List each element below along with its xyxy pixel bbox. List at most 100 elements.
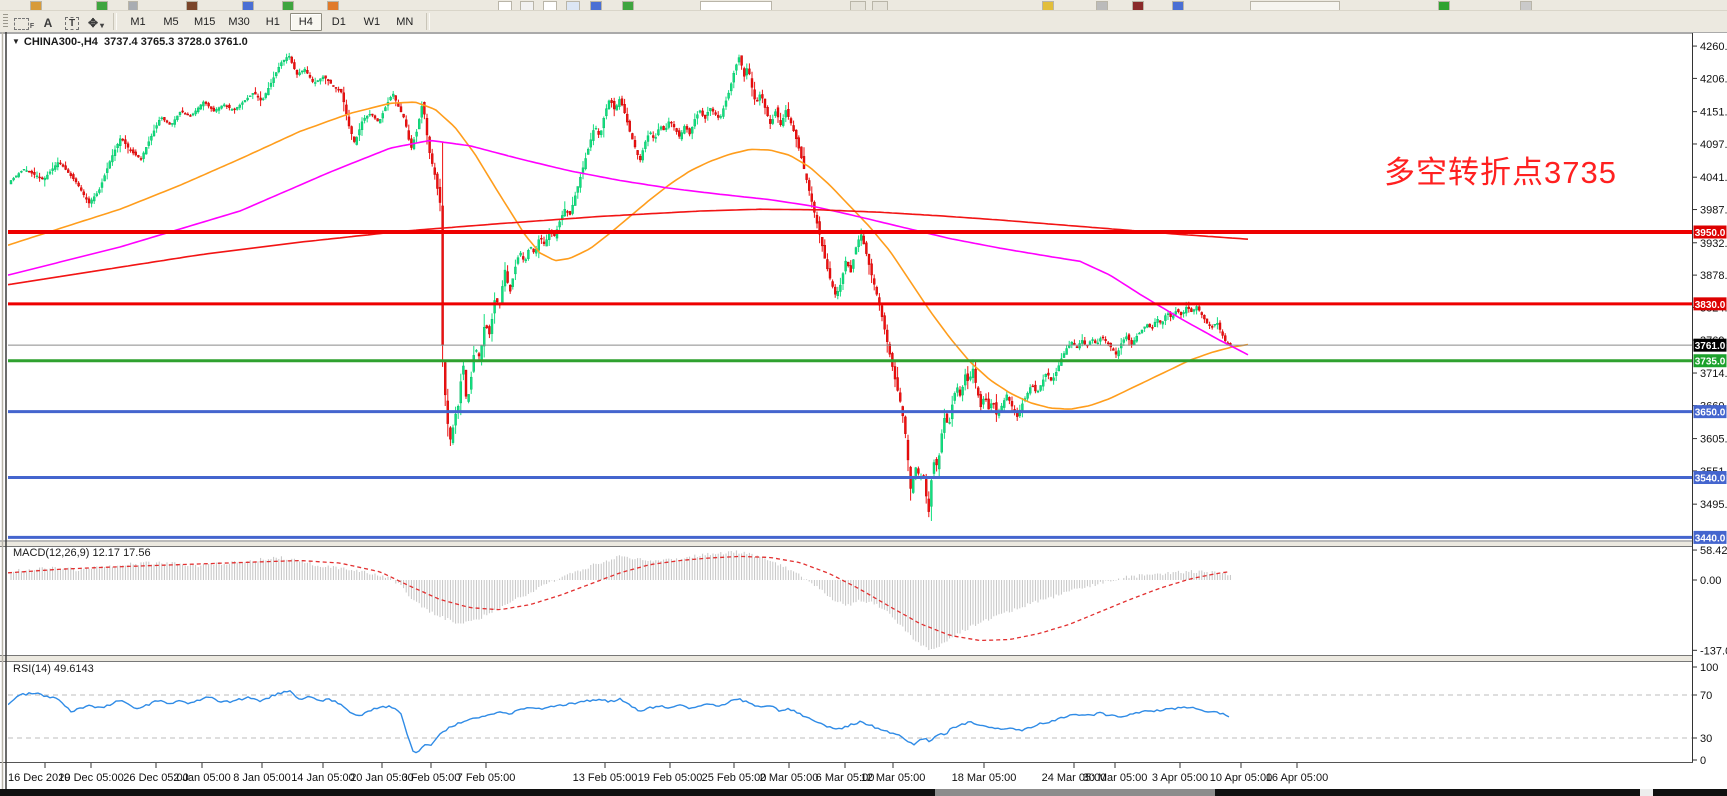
time-tick-label: 3 Apr 05:00 — [1152, 772, 1208, 784]
timeframe-button-h1[interactable]: H1 — [265, 15, 280, 28]
timeframe-button-mn[interactable]: MN — [396, 15, 414, 28]
timeframe-button-m5[interactable]: M5 — [163, 15, 179, 28]
price-annotation-text[interactable]: 多空转折点3735 — [1384, 155, 1617, 190]
price-axis[interactable]: 4260.5 4206.5 4151.0 4097.0 4041.5 3987.5 3932… — [1692, 33, 1727, 767]
price-badges: 3950.0 3830.0 3761.0 3735.0 3650.0 3540.0 3440… — [1693, 225, 1727, 544]
text-annotation-tool-icon[interactable]: A — [43, 16, 53, 30]
time-tick-label: 12 Mar 05:00 — [861, 772, 926, 784]
rsi-tick-label: 0 — [1700, 755, 1706, 767]
timeframe-button-m1[interactable]: M1 — [130, 15, 146, 28]
arrows-tool-icon[interactable]: ✥ ▾ — [87, 16, 105, 30]
price-badge-text: 3761.0 — [1695, 341, 1726, 352]
clipped-toolbar-icon — [543, 1, 557, 10]
clipped-toolbar-icon — [872, 1, 888, 10]
clipped-toolbar-icon — [1438, 1, 1450, 10]
price-badge-3761.0 — [1693, 338, 1727, 352]
macd-name: MACD(12,26,9) — [13, 547, 90, 559]
price-badge-3735.0 — [1693, 354, 1727, 368]
time-tick-label: 3 Feb 05:00 — [402, 772, 461, 784]
time-tick-label: 16 Apr 05:00 — [1266, 772, 1328, 784]
price-tick-label: 3714.5 — [1700, 368, 1727, 380]
timeframe-button-group: M1 M5 M15 M30 H1 H4 D1 W1 MN — [122, 12, 421, 31]
time-tick-label: 2 Jan 05:00 — [173, 772, 231, 784]
time-tick-label: 8 Jan 05:00 — [233, 772, 291, 784]
text-label-tool-icon[interactable]: T — [60, 13, 84, 30]
toolbar-separator — [113, 13, 117, 30]
timeframe-button-h4[interactable]: H4 — [289, 12, 322, 31]
clipped-toolbar-icon — [520, 1, 534, 10]
chart-window: 4260.5 4206.5 4151.0 4097.0 4041.5 3987.5 3932… — [0, 32, 1727, 796]
candles-layer — [9, 52, 1232, 521]
time-tick-label: 18 Mar 05:00 — [952, 772, 1017, 784]
price-badge-text: 3830.0 — [1695, 300, 1726, 311]
time-tick-label: 20 Dec 05:00 — [58, 772, 123, 784]
chart-title: ▼ CHINA300-,H4 3737.4 3765.3 3728.0 3761.… — [12, 36, 248, 48]
timeframe-button-d1[interactable]: D1 — [331, 15, 346, 28]
price-tick-label: 3987.5 — [1700, 205, 1727, 217]
clipped-toolbar-icon — [96, 1, 108, 10]
clipped-toolbar-icon — [327, 1, 339, 10]
clipped-toolbar-icon — [30, 1, 42, 10]
chart-surface[interactable]: 4260.5 4206.5 4151.0 4097.0 4041.5 3987.5 3932… — [0, 32, 1727, 796]
price-badge-text: 3540.0 — [1695, 474, 1726, 485]
toolbar-drag-handle[interactable] — [3, 14, 8, 29]
time-tick-label: 6 Mar 05:00 — [816, 772, 875, 784]
price-badge-text: 3440.0 — [1695, 533, 1726, 544]
clipped-toolbar-icon — [1042, 1, 1054, 10]
clipped-toolbar-icon — [566, 1, 580, 10]
rsi-panel — [8, 690, 1692, 754]
timeframe-button-m30[interactable]: M30 — [228, 15, 250, 28]
clipped-bottom-bar — [0, 789, 1727, 796]
rsi-indicator-label: RSI(14) 49.6143 — [13, 663, 94, 675]
rsi-tick-label: 30 — [1700, 733, 1712, 745]
ma-slow-line — [8, 208, 1249, 286]
clipped-toolbar-icon — [700, 1, 772, 10]
timeframe-button-w1[interactable]: W1 — [363, 15, 381, 28]
clipped-toolbar-icon — [1520, 1, 1532, 10]
chart-ohlc-values: 3737.4 3765.3 3728.0 3761.0 — [104, 36, 248, 48]
panel-splitter[interactable] — [0, 542, 1727, 546]
symbol-dropdown-icon[interactable]: ▼ — [12, 37, 20, 46]
panel-splitter[interactable] — [0, 656, 1727, 661]
macd-histogram — [10, 550, 1231, 651]
time-tick-label: 14 Jan 05:00 — [291, 772, 355, 784]
clipped-toolbar-icon — [128, 1, 138, 10]
price-tick-label: 4097.0 — [1700, 139, 1727, 151]
price-badge-text: 3735.0 — [1695, 357, 1726, 368]
clipped-toolbar-icon — [282, 1, 294, 10]
pointer-grid-tool-icon[interactable]: F — [12, 13, 36, 30]
price-badge-3440.0 — [1693, 530, 1727, 544]
macd-tick-label: -137.09 — [1700, 645, 1727, 657]
time-tick-label: 25 Feb 05:00 — [702, 772, 767, 784]
time-tick-label: 24 Mar 05:00 — [1042, 772, 1107, 784]
macd-indicator-label: MACD(12,26,9) 12.17 17.56 — [13, 547, 151, 559]
time-tick-label: 7 Feb 05:00 — [457, 772, 516, 784]
chart-symbol-period: CHINA300-,H4 — [23, 36, 98, 48]
clipped-toolbar-icon — [498, 1, 512, 10]
macd-tick-label: 0.00 — [1700, 575, 1721, 587]
time-tick-label: 13 Feb 05:00 — [573, 772, 638, 784]
macd-tick-label: 58.42 — [1700, 545, 1727, 557]
drawing-tools-group: F A T ✥ ▾ — [12, 13, 108, 30]
timeframe-button-m15[interactable]: M15 — [194, 15, 216, 28]
price-badge-3540.0 — [1693, 471, 1727, 485]
rsi-value: 49.6143 — [53, 663, 94, 675]
main-toolbar: F A T ✥ ▾ M1 M5 M15 M30 H1 H4 D1 W1 MN — [0, 11, 1727, 32]
price-badge-text: 3650.0 — [1695, 408, 1726, 419]
rsi-tick-label: 100 — [1700, 662, 1718, 674]
ma-mid-line — [8, 139, 1249, 356]
clipped-toolbar-icon — [622, 1, 634, 10]
time-tick-label: 20 Jan 05:00 — [350, 772, 414, 784]
time-tick-label: 30 Mar 05:00 — [1083, 772, 1148, 784]
clipped-toolbar-icon — [1096, 1, 1108, 10]
time-tick-label: 19 Feb 05:00 — [638, 772, 703, 784]
horizontal-levels — [8, 230, 1692, 539]
rsi-tick-label: 70 — [1700, 690, 1712, 702]
price-tick-label: 4260.5 — [1700, 41, 1727, 53]
clipped-toolbar-icon — [1250, 1, 1340, 10]
macd-signal-line — [8, 555, 1229, 642]
price-badge-3650.0 — [1693, 405, 1727, 419]
price-tick-label: 4206.5 — [1700, 73, 1727, 85]
